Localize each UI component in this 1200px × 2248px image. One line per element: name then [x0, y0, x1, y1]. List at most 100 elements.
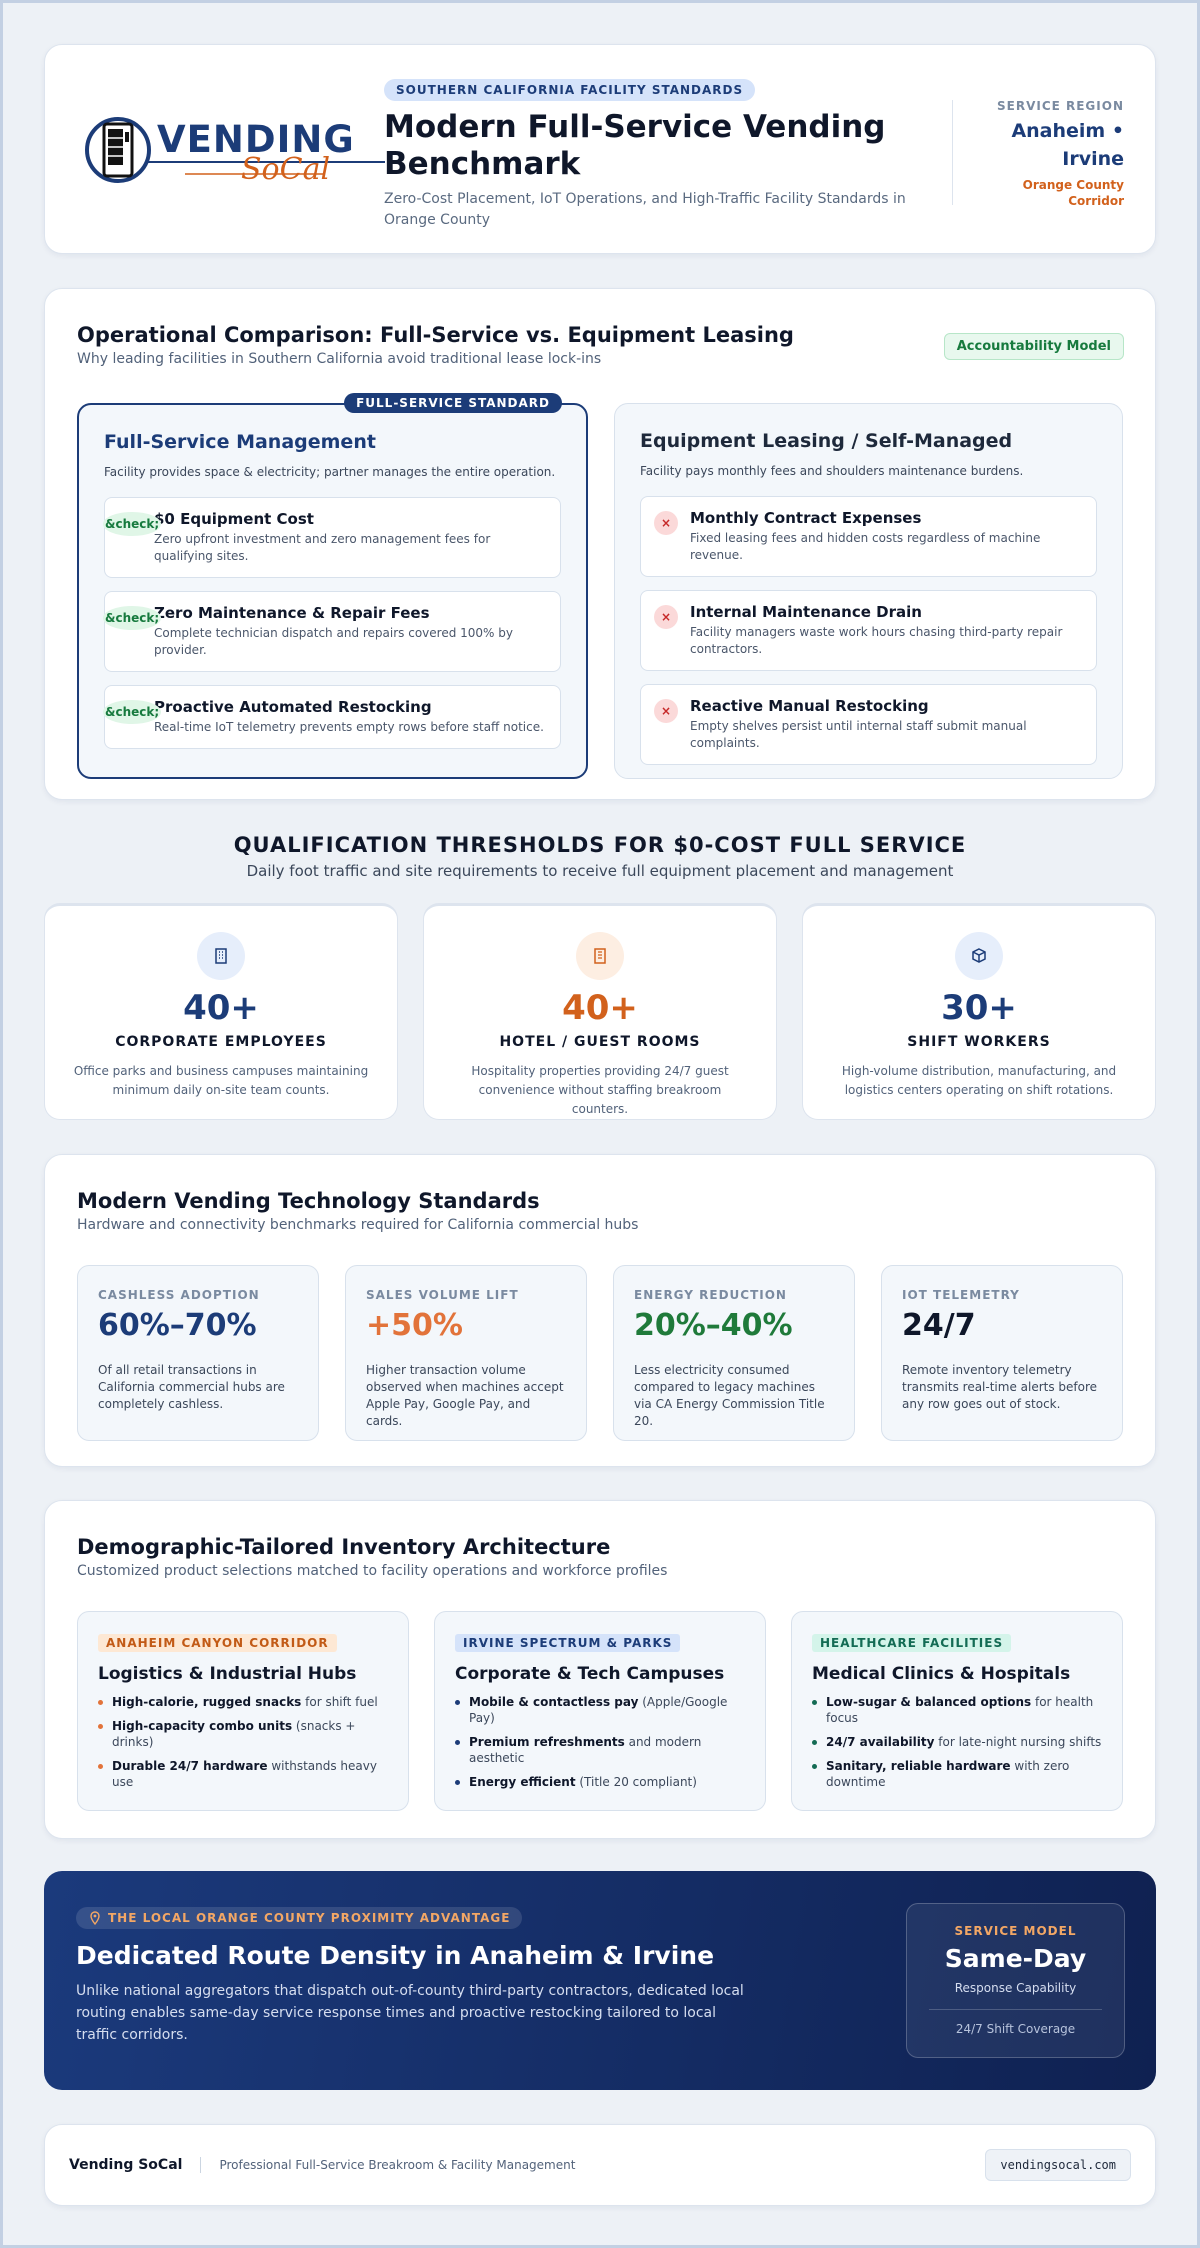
metric-label: CASHLESS ADOPTION	[98, 1288, 260, 1302]
segment-item: Energy efficient (Title 20 compliant)	[455, 1774, 745, 1790]
item-desc: Real-time IoT telemetry prevents empty r…	[154, 720, 544, 734]
banner-tag: THE LOCAL ORANGE COUNTY PROXIMITY ADVANT…	[76, 1907, 523, 1929]
item-text: for health focus	[826, 1695, 1094, 1725]
section-subtitle: Why leading facilities in Southern Calif…	[77, 351, 602, 367]
column-desc: Facility provides space & electricity; p…	[104, 465, 556, 479]
card-icon	[215, 948, 227, 964]
item-icon: ×	[654, 699, 678, 723]
metric-value: 20%–40%	[634, 1308, 793, 1343]
item-bold: Durable 24/7 hardware	[112, 1759, 268, 1773]
metric-label: IOT TELEMETRY	[902, 1288, 1020, 1302]
metric-label: ENERGY REDUCTION	[634, 1288, 787, 1302]
banner-text: Unlike national aggregators that dispatc…	[76, 1983, 744, 2043]
item-desc: Fixed leasing fees and hidden costs rega…	[690, 531, 1041, 562]
card-value: 30+	[941, 988, 1017, 1028]
item-text: for late-night nursing shifts	[934, 1735, 1102, 1749]
item-title: $0 Equipment Cost	[154, 510, 314, 528]
footer-tagline: Professional Full-Service Breakroom & Fa…	[219, 2158, 576, 2172]
comparison-item: × Monthly Contract Expenses Fixed leasing …	[640, 496, 1097, 577]
item-bold: Energy efficient	[469, 1775, 576, 1789]
region: SERVICE REGION Anaheim • Irvine Orange C…	[974, 99, 1124, 209]
full-service-column: FULL-SERVICE STANDARD Full-Service Manag…	[77, 393, 588, 779]
segment-item: 24/7 availability for late-night nursing…	[812, 1734, 1102, 1750]
metric-card: CASHLESS ADOPTION 60%–70% Of all retail tr…	[77, 1265, 319, 1441]
item-desc: Zero upfront investment and zero managem…	[154, 532, 491, 563]
item-icon: &check;	[103, 606, 162, 630]
service-value: Same-Day	[944, 1944, 1087, 1973]
footer-url: vendingsocal.com	[985, 2149, 1131, 2181]
item-icon: ×	[654, 511, 678, 535]
section-subtitle: Hardware and connectivity benchmarks req…	[77, 1217, 639, 1233]
banner-title: Dedicated Route Density in Anaheim & Irv…	[76, 1941, 715, 1970]
item-bold: Low-sugar & balanced options	[826, 1695, 1032, 1709]
item-title: Reactive Manual Restocking	[690, 697, 929, 715]
column-title: Full-Service Management	[104, 431, 376, 453]
segment-title: Logistics & Industrial Hubs	[98, 1664, 357, 1684]
qualification-cards: 40+ CORPORATE EMPLOYEES Office parks and b…	[44, 903, 1156, 1120]
columns: FULL-SERVICE STANDARD Full-Service Manag…	[77, 393, 1123, 779]
card-desc: High-volume distribution, manufacturing,…	[841, 1064, 1117, 1097]
footer-brand: Vending SoCal	[69, 2157, 183, 2173]
section-subtitle: Daily foot traffic and site requirements…	[246, 862, 954, 880]
header-card: VENDING SoCal SOUTHERN CALIFORNIA FACILI…	[44, 44, 1156, 254]
segment-item: Durable 24/7 hardware withstands heavy u…	[98, 1758, 388, 1790]
metrics: CASHLESS ADOPTION 60%–70% Of all retail tr…	[77, 1265, 1123, 1441]
item-text: (Title 20 compliant)	[575, 1775, 697, 1789]
qualification-card: 40+ CORPORATE EMPLOYEES Office parks and b…	[44, 903, 398, 1120]
footer-separator	[200, 2157, 202, 2173]
segment-tag: IRVINE SPECTRUM & PARKS	[455, 1634, 681, 1652]
card-icon	[972, 948, 986, 963]
item-title: Proactive Automated Restocking	[154, 698, 432, 716]
item-text: and modern aesthetic	[469, 1735, 702, 1765]
item-icon: &check;	[103, 512, 162, 536]
item-bold: Sanitary, reliable hardware	[826, 1759, 1011, 1773]
card-value: 40+	[562, 988, 638, 1028]
metric-desc: Less electricity consumed compared to le…	[634, 1363, 825, 1428]
metric-card: SALES VOLUME LIFT +50% Higher transaction …	[345, 1265, 587, 1441]
metric-value: +50%	[366, 1308, 463, 1343]
region-label: SERVICE REGION	[996, 99, 1124, 113]
segment-item: Sanitary, reliable hardware with zero do…	[812, 1758, 1102, 1790]
logo: VENDING SoCal	[85, 110, 395, 190]
header-title: Modern Full-Service Vending Benchmark	[384, 109, 886, 182]
column-tag: FULL-SERVICE STANDARD	[344, 393, 562, 413]
item-bold: 24/7 availability	[826, 1735, 935, 1749]
item-text: for shift fuel	[301, 1695, 378, 1709]
item-desc: Empty shelves persist until internal sta…	[690, 719, 1027, 750]
segment-item: High-capacity combo units (snacks + drin…	[98, 1718, 388, 1750]
segment-title: Medical Clinics & Hospitals	[812, 1664, 1071, 1684]
section-title: Operational Comparison: Full-Service vs.…	[77, 323, 794, 347]
card-desc: Office parks and business campuses maint…	[73, 1064, 369, 1097]
metric-card: IOT TELEMETRY 24/7 Remote inventory teleme…	[881, 1265, 1123, 1441]
card-label: SHIFT WORKERS	[907, 1034, 1051, 1050]
service-label: SERVICE MODEL	[954, 1924, 1077, 1938]
card-desc: Hospitality properties providing 24/7 gu…	[471, 1064, 729, 1116]
accountability-badge: Accountability Model	[943, 333, 1124, 360]
section-title: Modern Vending Technology Standards	[77, 1189, 540, 1213]
comparison-card: Operational Comparison: Full-Service vs.…	[44, 288, 1156, 800]
item-bold: High-capacity combo units	[112, 1719, 293, 1733]
segment-item: Premium refreshments and modern aestheti…	[455, 1734, 745, 1766]
item-title: Internal Maintenance Drain	[690, 603, 922, 621]
header-main: SOUTHERN CALIFORNIA FACILITY STANDARDS M…	[384, 79, 944, 231]
item-title: Zero Maintenance & Repair Fees	[154, 604, 430, 622]
item-icon: &check;	[103, 700, 162, 724]
item-desc: Facility managers waste work hours chasi…	[690, 625, 1063, 656]
item-text: (snacks + drinks)	[112, 1719, 356, 1749]
card-icon-circle	[576, 932, 624, 980]
segment-card: HEALTHCARE FACILITIES Medical Clinics & H…	[791, 1611, 1123, 1811]
column-title: Equipment Leasing / Self-Managed	[640, 430, 1013, 452]
item-text: (Apple/Google Pay)	[469, 1695, 728, 1725]
service-sub: Response Capability	[954, 1981, 1077, 1995]
qualification-heading: QUALIFICATION THRESHOLDS FOR $0-COST FUL…	[3, 833, 1197, 880]
item-title: Monthly Contract Expenses	[690, 509, 922, 527]
logo-script: SoCal	[241, 152, 331, 187]
metric-value: 60%–70%	[98, 1308, 257, 1343]
card-icon-circle	[955, 932, 1003, 980]
card-icon	[594, 948, 606, 964]
segment-item: Low-sugar & balanced options for health …	[812, 1694, 1102, 1726]
item-bold: High-calorie, rugged snacks	[112, 1695, 302, 1709]
item-desc: Complete technician dispatch and repairs…	[154, 626, 513, 657]
footer: Vending SoCal Professional Full-Service …	[44, 2124, 1156, 2206]
comparison-item: &check; Zero Maintenance & Repair Fees Com…	[103, 591, 561, 672]
